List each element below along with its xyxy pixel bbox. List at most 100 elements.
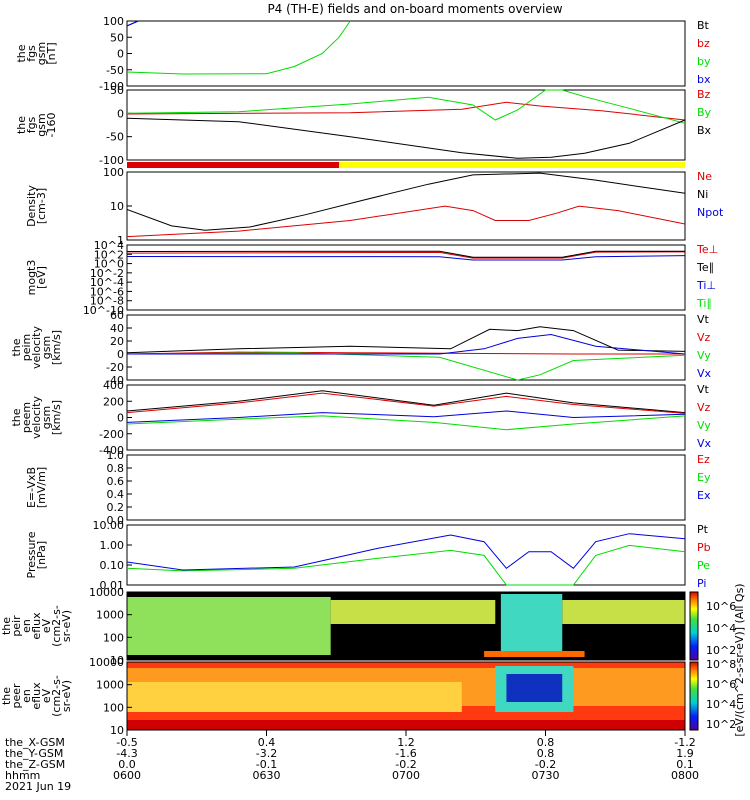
ylabel-line: [km/s] [50,330,63,365]
panel-frame [126,524,686,586]
ylabel-line: E=-VxB [25,467,38,508]
panel-frame [126,89,686,161]
ytick-label: 0.10 [100,559,125,572]
ephem-value: -0.2 [395,758,416,771]
ephem-label: the_X-GSM [5,736,65,749]
ytick-label: 10000 [89,586,124,599]
ylabel-line: [mV/m] [35,467,48,508]
ytick-label: -50 [106,131,124,144]
ylabel-line: fgs [25,116,38,133]
ylabel-line: gsm [35,42,48,65]
ylabel-line: the [0,687,13,705]
ylabel-line: Pressure [25,531,38,578]
panel-peir: 10000 1000 100 10 thepeirenefluxeV(cm2-s-sr-… [0,586,686,667]
heatmap-region-late [562,600,685,624]
ylabel-line: fgs [25,45,38,62]
legend-by: by [697,55,711,68]
colorbar-label: [eV/(cm^2-s-sr-eV)] (All Qs) [733,583,746,736]
legend-Pb: Pb [697,541,711,554]
ytick-label: 40 [110,322,124,335]
ylabel-line: (cm2-s- [50,605,63,647]
ytick-label: 200 [103,395,124,408]
legend-Vx: Vx [697,437,712,450]
region-bar-red [127,162,340,168]
ylabel-line: gsm [40,406,53,429]
ylabel-line: en [20,689,33,703]
legend-bz: bz [697,37,710,50]
ytick-label: 100 [103,166,124,179]
legend-Vx: Vx [697,367,712,380]
ytick-label: 10^-4 [90,276,124,289]
colorbar-bottom [689,661,699,731]
ytick-label: -100 [99,154,124,167]
ytick-label: 0.6 [107,475,125,488]
legend-bx: bx [697,73,711,86]
colorbar-tick: 10^8 [706,658,736,671]
ytick-label: 50 [110,31,124,44]
ephem-value: 0700 [392,769,420,782]
legend-Bz: Bz [697,88,711,101]
panel-frame [126,244,686,311]
panel-frame [126,591,686,661]
ytick-label: 1 [117,234,124,247]
panel-frame [126,454,686,521]
heatmap-region-bottom [127,720,685,730]
ephem-value: 0.1 [676,758,694,771]
ytick-label: 10^4 [94,239,124,252]
legend-Vz: Vz [697,401,711,414]
series-Vy [126,415,686,431]
series-Te∥ [126,250,686,258]
legend-Vt: Vt [697,383,710,396]
legend-Npot: Npot [697,206,724,219]
ylabel-line: the [10,408,23,426]
series-Vx [127,333,686,355]
ytick-label: 60 [110,309,124,322]
ylabel-line: sr-eV) [60,610,73,642]
ylabel-line: eV [40,618,53,633]
ytick-label: 1.00 [100,539,125,552]
ylabel: mogt3[eV] [25,260,48,296]
heatmap-region-arc [484,651,585,657]
series-Pi [126,533,686,571]
legend-Vy: Vy [697,349,711,362]
ylabel-line: (cm2-s- [50,675,63,717]
ylabel-line: [km/s] [50,400,63,435]
series-Pe [126,544,686,586]
series-By [126,89,686,124]
ylabel: thefgsgsm[nT] [15,42,58,65]
colorbar-tick: 10^4 [706,622,736,635]
ylabel-line: peem [20,402,33,433]
colorbar-tick: 10^2 [706,718,736,731]
colorbar-tick: 10^4 [706,698,736,711]
ephem-value: 0800 [671,769,699,782]
series-Ne [126,205,686,238]
legend-Pi: Pi [697,577,706,590]
ylabel-line: gsm [35,113,48,136]
series-by [126,20,351,75]
colorbar: 10^610^410^210^810^610^410^2[eV/(cm^2-s-… [689,583,746,737]
legend-Te∥: Te∥ [696,261,714,274]
ephem-value: -1.2 [674,736,695,749]
ephem-value: 0.4 [258,736,276,749]
ytick-label: -400 [99,444,124,457]
ylabel: thepeimvelocitygsm[km/s] [10,326,63,369]
legend-Ni: Ni [697,188,708,201]
ytick-label: 1000 [96,609,124,622]
ytick-label: 20 [110,335,124,348]
ylabel: thepeerenefluxeV(cm2-s-sr-eV) [0,675,73,717]
ylabel-line: [nPa] [35,541,48,569]
panel-peem: 400 200 0 -200 -400 thepeemvelocitygsm[km/s] V… [10,379,712,457]
panel-pressure: 10.00 1.00 0.10 0.01 Pressure[nPa] Pt Pb Pe Pi [25,519,711,592]
ephem-label: the_Z-GSM [5,758,65,771]
legend-Bx: Bx [697,124,712,137]
ephem-value: 0.8 [537,747,555,760]
region-bar-yellow [339,162,685,168]
colorbar-tick: 10^6 [706,600,736,613]
ytick-label: -200 [99,428,124,441]
ytick-label: 10 [110,654,124,667]
ytick-label: 0.0 [107,514,125,527]
series-Te⊥ [126,251,686,259]
heatmap-region-mid [330,600,496,624]
panel-efield: 1.00.80.60.40.20.0 E=-VxB[mV/m] Ez Ey Ex [25,449,711,527]
